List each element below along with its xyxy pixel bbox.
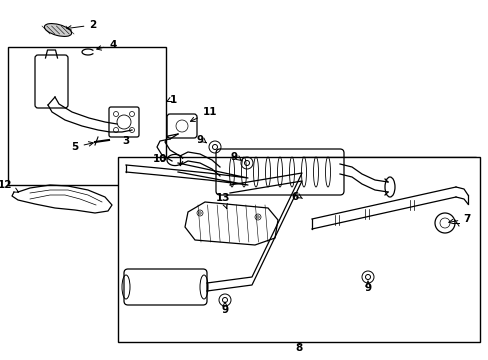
Text: 9: 9 [230,152,237,162]
Text: 4: 4 [97,40,117,50]
Text: 9: 9 [364,283,371,293]
Text: 8: 8 [295,343,302,353]
Bar [302,157,475,242]
Text: 10: 10 [152,154,167,164]
Text: 2: 2 [67,20,97,30]
Text: 12: 12 [0,180,19,192]
Text: 1: 1 [169,95,176,105]
Text: 9: 9 [221,305,228,315]
Text: 7: 7 [448,214,470,224]
Text: 6: 6 [291,192,298,202]
Bar [8,47,165,185]
Text: 3: 3 [122,136,129,146]
Text: 13: 13 [215,193,230,209]
Ellipse shape [44,23,71,36]
Text: 9: 9 [196,135,203,145]
Bar [118,157,479,342]
Text: 5: 5 [71,142,93,152]
Text: 11: 11 [190,107,217,121]
